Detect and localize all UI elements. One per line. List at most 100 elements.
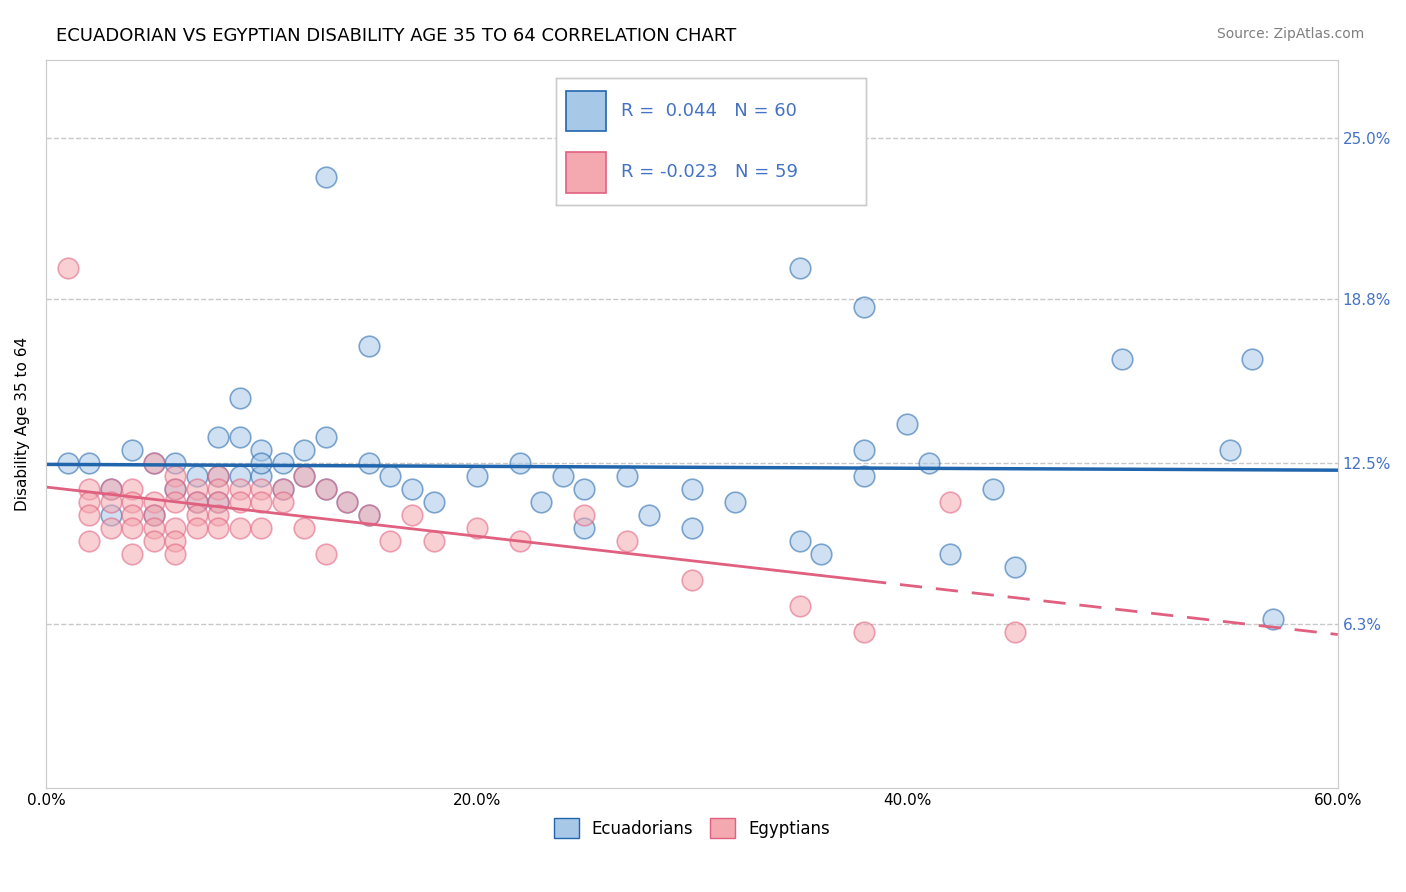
Point <box>271 456 294 470</box>
Point <box>681 573 703 587</box>
Text: Source: ZipAtlas.com: Source: ZipAtlas.com <box>1216 27 1364 41</box>
Point <box>100 494 122 508</box>
Point <box>121 521 143 535</box>
Point <box>810 547 832 561</box>
Point <box>186 482 208 496</box>
Point <box>121 547 143 561</box>
Point <box>250 468 273 483</box>
Point <box>207 494 229 508</box>
Point <box>250 521 273 535</box>
Point <box>336 494 359 508</box>
Legend: Ecuadorians, Egyptians: Ecuadorians, Egyptians <box>547 812 837 845</box>
Point <box>292 521 315 535</box>
Point <box>250 456 273 470</box>
Point <box>896 417 918 431</box>
Point <box>422 533 444 548</box>
Point <box>207 508 229 522</box>
Point <box>100 508 122 522</box>
Point <box>142 494 165 508</box>
Point <box>186 508 208 522</box>
Point <box>681 482 703 496</box>
Point <box>165 533 187 548</box>
Text: ECUADORIAN VS EGYPTIAN DISABILITY AGE 35 TO 64 CORRELATION CHART: ECUADORIAN VS EGYPTIAN DISABILITY AGE 35… <box>56 27 737 45</box>
Point <box>142 533 165 548</box>
Point <box>121 508 143 522</box>
Point <box>142 456 165 470</box>
Point <box>207 494 229 508</box>
Point <box>315 430 337 444</box>
Point <box>853 300 876 314</box>
Point <box>100 482 122 496</box>
Point <box>530 494 553 508</box>
Point <box>100 482 122 496</box>
Point <box>142 508 165 522</box>
Point <box>465 521 488 535</box>
Point <box>229 494 252 508</box>
Point <box>142 521 165 535</box>
Y-axis label: Disability Age 35 to 64: Disability Age 35 to 64 <box>15 336 30 511</box>
Point <box>509 456 531 470</box>
Point <box>56 260 79 275</box>
Point <box>336 494 359 508</box>
Point <box>250 442 273 457</box>
Point <box>315 547 337 561</box>
Point <box>616 533 638 548</box>
Point <box>292 442 315 457</box>
Point <box>165 521 187 535</box>
Point <box>142 508 165 522</box>
Point <box>1240 351 1263 366</box>
Point <box>207 468 229 483</box>
Point <box>357 508 380 522</box>
Point <box>165 547 187 561</box>
Point <box>401 482 423 496</box>
Point <box>271 482 294 496</box>
Point <box>186 468 208 483</box>
Point <box>56 456 79 470</box>
Point <box>229 430 252 444</box>
Point <box>165 468 187 483</box>
Point <box>1004 559 1026 574</box>
Point <box>1111 351 1133 366</box>
Point <box>724 494 747 508</box>
Point <box>271 482 294 496</box>
Point <box>422 494 444 508</box>
Point <box>789 260 811 275</box>
Point <box>207 482 229 496</box>
Point <box>853 442 876 457</box>
Point <box>229 521 252 535</box>
Point <box>853 624 876 639</box>
Point <box>551 468 574 483</box>
Point <box>250 482 273 496</box>
Point <box>789 599 811 613</box>
Point <box>401 508 423 522</box>
Point <box>100 521 122 535</box>
Point <box>186 494 208 508</box>
Point <box>315 169 337 184</box>
Point <box>789 533 811 548</box>
Point <box>939 494 962 508</box>
Point <box>121 494 143 508</box>
Point <box>357 456 380 470</box>
Point <box>939 547 962 561</box>
Point <box>918 456 941 470</box>
Point <box>77 533 100 548</box>
Point <box>292 468 315 483</box>
Point <box>380 533 402 548</box>
Point <box>853 468 876 483</box>
Point <box>380 468 402 483</box>
Point <box>207 430 229 444</box>
Point <box>121 442 143 457</box>
Point <box>315 482 337 496</box>
Point <box>574 521 596 535</box>
Point <box>574 508 596 522</box>
Point <box>271 494 294 508</box>
Point <box>250 494 273 508</box>
Point <box>229 468 252 483</box>
Point <box>165 456 187 470</box>
Point <box>77 494 100 508</box>
Point <box>357 508 380 522</box>
Point <box>1219 442 1241 457</box>
Point <box>77 482 100 496</box>
Point <box>465 468 488 483</box>
Point <box>121 482 143 496</box>
